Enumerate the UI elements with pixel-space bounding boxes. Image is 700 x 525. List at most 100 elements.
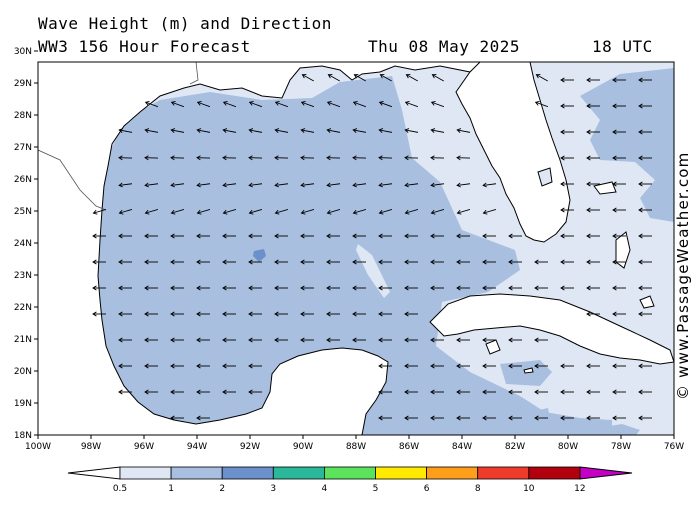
wave-arrow bbox=[638, 181, 652, 187]
wave-arrow bbox=[378, 259, 392, 265]
wave-arrow bbox=[482, 389, 496, 395]
colorbar: 0.5 1 2 3 4 5 6 8 10 12 bbox=[67, 466, 633, 494]
lon-tick-label: 78W bbox=[611, 442, 631, 452]
wave-arrow bbox=[222, 259, 236, 265]
lat-tick-label: 18N bbox=[14, 431, 32, 441]
wave-arrow bbox=[456, 209, 471, 215]
wave-arrow bbox=[118, 233, 132, 239]
wave-arrow bbox=[248, 209, 263, 215]
wave-arrow bbox=[274, 101, 289, 108]
wave-arrow bbox=[612, 207, 626, 213]
wave-arrow bbox=[405, 74, 418, 82]
wave-arrow bbox=[196, 155, 211, 161]
wave-arrow bbox=[300, 285, 314, 291]
wave-arrow bbox=[248, 363, 262, 369]
lat-tick-label: 22N bbox=[14, 303, 32, 313]
wave-arrow bbox=[170, 415, 184, 421]
wave-arrow bbox=[326, 128, 341, 133]
wave-arrow bbox=[118, 259, 132, 265]
colorbar-swatch bbox=[528, 466, 581, 480]
wave-arrow bbox=[248, 389, 262, 395]
wave-arrow bbox=[196, 389, 210, 395]
wave-arrow bbox=[222, 155, 237, 161]
wave-arrow bbox=[560, 129, 574, 135]
lon-tick-label: 84W bbox=[452, 442, 472, 452]
wave-arrow bbox=[378, 182, 393, 188]
wave-arrow bbox=[170, 128, 185, 133]
wave-arrow bbox=[430, 233, 444, 239]
wave-arrow bbox=[326, 259, 340, 265]
wave-arrow bbox=[560, 155, 574, 161]
wave-arrow bbox=[326, 285, 340, 291]
land-bahamas-c bbox=[639, 295, 655, 309]
wave-arrow bbox=[638, 363, 652, 369]
land-mexico-us bbox=[38, 62, 531, 435]
lat-tick-label: 28N bbox=[14, 111, 32, 121]
wave-arrow bbox=[612, 311, 626, 317]
wave-arrow bbox=[430, 337, 444, 343]
wave-arrow bbox=[456, 182, 471, 188]
wave-arrow bbox=[535, 74, 548, 82]
lat-tick-label: 19N bbox=[14, 399, 32, 409]
wave-arrow bbox=[482, 209, 497, 215]
wave-arrow bbox=[430, 415, 444, 421]
wave-arrow bbox=[222, 311, 236, 317]
colorbar-label: 6 bbox=[424, 484, 430, 494]
lat-tick-label: 21N bbox=[14, 335, 32, 345]
wave-arrow bbox=[586, 233, 600, 239]
wave-arrow bbox=[274, 128, 289, 133]
wave-arrow bbox=[612, 77, 626, 83]
wave-arrow bbox=[326, 311, 340, 317]
wave-arrow bbox=[144, 389, 158, 395]
wave-band-2-3m bbox=[253, 249, 266, 262]
wave-arrow bbox=[612, 415, 626, 421]
wave-arrow bbox=[352, 337, 366, 343]
wave-arrow bbox=[560, 181, 574, 187]
wave-arrow bbox=[508, 415, 522, 421]
wave-arrow bbox=[508, 285, 522, 291]
wave-arrow bbox=[638, 207, 652, 213]
lon-tick-label: 94W bbox=[187, 442, 207, 452]
wave-arrow bbox=[222, 101, 237, 108]
wave-arrow bbox=[196, 415, 210, 421]
wave-arrow bbox=[196, 311, 210, 317]
colorbar-label: 4 bbox=[322, 484, 328, 494]
wave-arrow bbox=[379, 74, 392, 82]
wave-arrow bbox=[222, 285, 236, 291]
wave-arrow bbox=[638, 311, 652, 317]
wave-arrow bbox=[378, 389, 392, 395]
wave-arrow bbox=[482, 259, 496, 265]
colorbar-swatch bbox=[426, 466, 479, 480]
colorbar-label: 0.5 bbox=[113, 484, 127, 494]
wave-arrow bbox=[144, 285, 158, 291]
wave-arrow bbox=[430, 363, 444, 369]
lat-tick-label: 27N bbox=[14, 143, 32, 153]
wave-arrow bbox=[353, 74, 366, 82]
wave-arrow bbox=[560, 103, 574, 109]
wave-arrow bbox=[352, 182, 367, 188]
wave-arrow bbox=[301, 74, 314, 82]
wave-arrow bbox=[92, 233, 106, 239]
wave-arrow bbox=[456, 128, 471, 133]
wave-arrow bbox=[170, 389, 184, 395]
wave-arrow bbox=[248, 101, 263, 108]
wave-band-1-2m bbox=[98, 76, 612, 435]
colorbar-swatch bbox=[272, 466, 325, 480]
wave-arrow bbox=[378, 415, 392, 421]
lat-tick-label: 29N bbox=[14, 79, 32, 89]
wave-arrow bbox=[612, 285, 626, 291]
lon-tick-label: 100W bbox=[25, 442, 51, 452]
wave-arrow bbox=[534, 285, 548, 291]
land-bahamas-b bbox=[593, 181, 617, 195]
wave-arrow bbox=[378, 128, 393, 133]
land-florida bbox=[455, 62, 571, 243]
lon-tick-label: 92W bbox=[240, 442, 260, 452]
lon-tick-label: 90W bbox=[293, 442, 313, 452]
wave-arrow bbox=[222, 128, 237, 133]
wave-arrow bbox=[612, 259, 626, 265]
wave-arrow bbox=[300, 101, 315, 108]
wave-arrow bbox=[118, 389, 132, 395]
wave-arrow bbox=[430, 101, 445, 108]
wave-arrow bbox=[586, 155, 600, 161]
